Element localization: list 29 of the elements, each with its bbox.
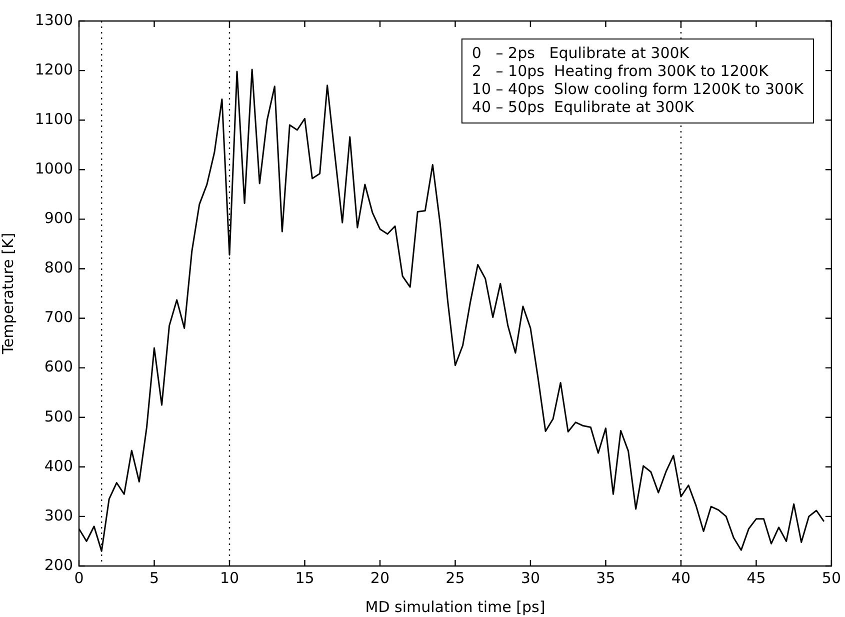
- x-tick-label: 50: [822, 568, 842, 587]
- annotation: 10 – 40ps Slow cooling form 1200K to 300K: [472, 80, 805, 98]
- y-tick-label: 1300: [34, 10, 73, 29]
- annotation: 0 – 2ps Equlibrate at 300K: [472, 44, 690, 62]
- y-tick-label: 1200: [34, 60, 73, 78]
- x-tick-label: 40: [671, 568, 691, 587]
- x-tick-label: 5: [149, 568, 160, 587]
- x-tick-label: 30: [520, 568, 540, 587]
- y-tick-label: 800: [44, 258, 73, 277]
- x-tick-label: 20: [370, 568, 390, 587]
- y-axis-title: Temperature [K]: [0, 232, 17, 356]
- annotation: 40 – 50ps Equlibrate at 300K: [472, 98, 696, 116]
- x-tick-label: 0: [74, 568, 84, 587]
- annotation: 2 – 10ps Heating from 300K to 1200K: [472, 62, 770, 80]
- x-tick-label: 35: [596, 568, 616, 587]
- y-tick-label: 400: [44, 456, 73, 475]
- y-tick-label: 1100: [34, 110, 73, 128]
- y-tick-label: 200: [44, 556, 73, 574]
- x-axis-title: MD simulation time [ps]: [365, 598, 546, 616]
- y-tick-label: 600: [44, 358, 73, 376]
- y-tick-label: 1000: [34, 160, 73, 178]
- x-tick-label: 15: [295, 568, 314, 587]
- y-tick-label: 900: [44, 209, 73, 228]
- y-tick-label: 700: [44, 308, 73, 326]
- x-tick-label: 45: [746, 568, 766, 587]
- x-tick-label: 25: [446, 568, 465, 587]
- y-tick-label: 300: [44, 506, 73, 524]
- x-tick-label: 10: [220, 568, 240, 587]
- y-tick-label: 500: [44, 407, 73, 426]
